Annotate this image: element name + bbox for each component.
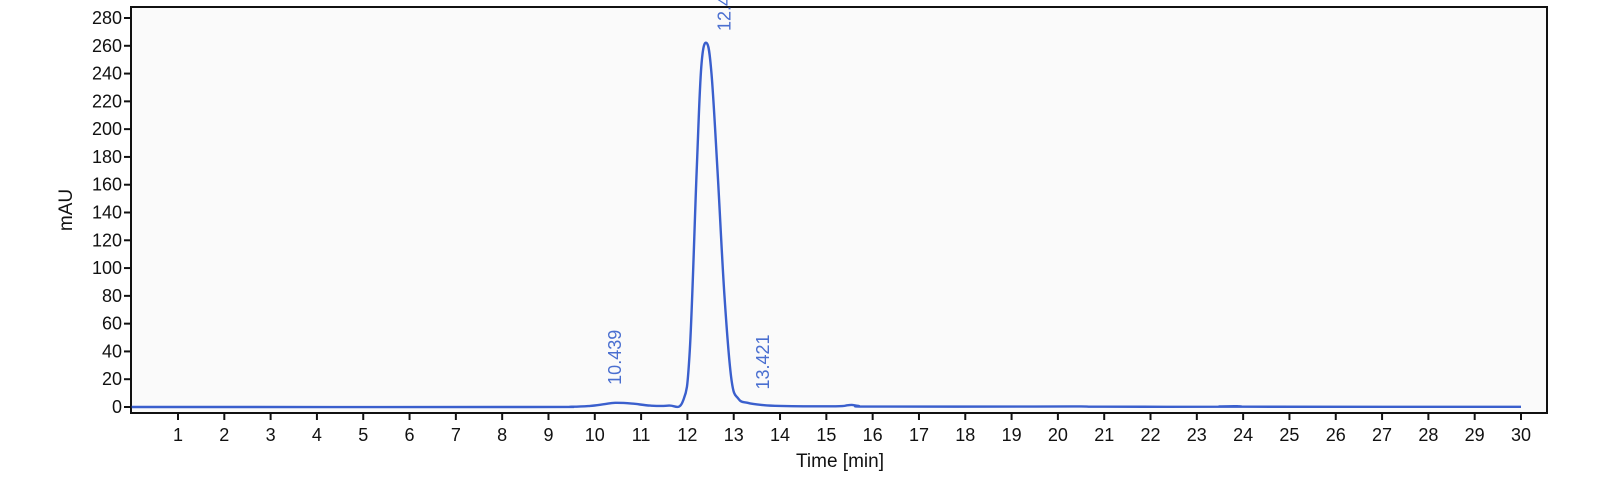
y-tick-label: 160 — [92, 175, 122, 195]
x-axis: 1 2 3 4 5 6 7 8 9 10 11 12 13 14 15 16 17 18 19 20 21 22 23 24 2… — [173, 413, 1531, 445]
y-tick-label: 280 — [92, 8, 122, 28]
x-tick-label: 14 — [770, 425, 790, 445]
x-tick-label: 29 — [1465, 425, 1485, 445]
y-tick-label: 120 — [92, 230, 122, 250]
x-axis-title: Time [min] — [796, 451, 884, 472]
x-tick-label: 1 — [173, 425, 183, 445]
x-tick-label: 17 — [909, 425, 929, 445]
series-line — [131, 41, 1522, 409]
y-tick-label: 20 — [102, 369, 122, 389]
y-tick-label: 180 — [92, 147, 122, 167]
x-tick-label: 4 — [312, 425, 322, 445]
x-tick-label: 23 — [1187, 425, 1207, 445]
x-tick-label: 19 — [1002, 425, 1022, 445]
series-layer — [131, 41, 1522, 409]
x-tick-label: 30 — [1511, 425, 1531, 445]
x-tick-label: 27 — [1372, 425, 1392, 445]
y-tick-label: 220 — [92, 91, 122, 111]
x-tick-label: 2 — [219, 425, 229, 445]
plot-area — [130, 6, 1548, 414]
x-tick-label: 15 — [816, 425, 836, 445]
y-tick-label: 140 — [92, 203, 122, 223]
y-tick-label: 240 — [92, 64, 122, 84]
y-tick-label: 0 — [112, 397, 122, 417]
peak-label: 12.415 — [715, 0, 735, 31]
x-tick-label: 20 — [1048, 425, 1068, 445]
x-tick-label: 6 — [405, 425, 415, 445]
x-tick-label: 3 — [266, 425, 276, 445]
y-axis: 0 20 40 60 80 100 120 140 160 180 200 220 240 260 280 — [92, 8, 131, 417]
y-tick-label: 260 — [92, 36, 122, 56]
x-tick-label: 28 — [1418, 425, 1438, 445]
peak-label: 10.439 — [605, 330, 625, 385]
y-tick-label: 40 — [102, 341, 122, 361]
y-tick-label: 100 — [92, 258, 122, 278]
x-tick-label: 24 — [1233, 425, 1253, 445]
x-tick-label: 7 — [451, 425, 461, 445]
x-tick-label: 22 — [1141, 425, 1161, 445]
x-tick-label: 8 — [497, 425, 507, 445]
x-tick-label: 18 — [955, 425, 975, 445]
x-tick-label: 21 — [1094, 425, 1114, 445]
x-tick-label: 12 — [677, 425, 697, 445]
y-tick-label: 80 — [102, 286, 122, 306]
x-tick-label: 5 — [358, 425, 368, 445]
peak-labels-layer: 10.439 12.415 13.421 — [605, 0, 773, 390]
x-tick-label: 16 — [863, 425, 883, 445]
y-tick-label: 60 — [102, 314, 122, 334]
x-tick-label: 26 — [1326, 425, 1346, 445]
x-tick-label: 11 — [632, 425, 651, 445]
y-tick-label: 200 — [92, 119, 122, 139]
x-tick-label: 9 — [543, 425, 553, 445]
x-tick-label: 10 — [585, 425, 605, 445]
peak-label: 13.421 — [753, 334, 773, 389]
x-tick-label: 13 — [724, 425, 744, 445]
x-tick-label: 25 — [1279, 425, 1299, 445]
y-axis-title: mAU — [56, 189, 77, 231]
